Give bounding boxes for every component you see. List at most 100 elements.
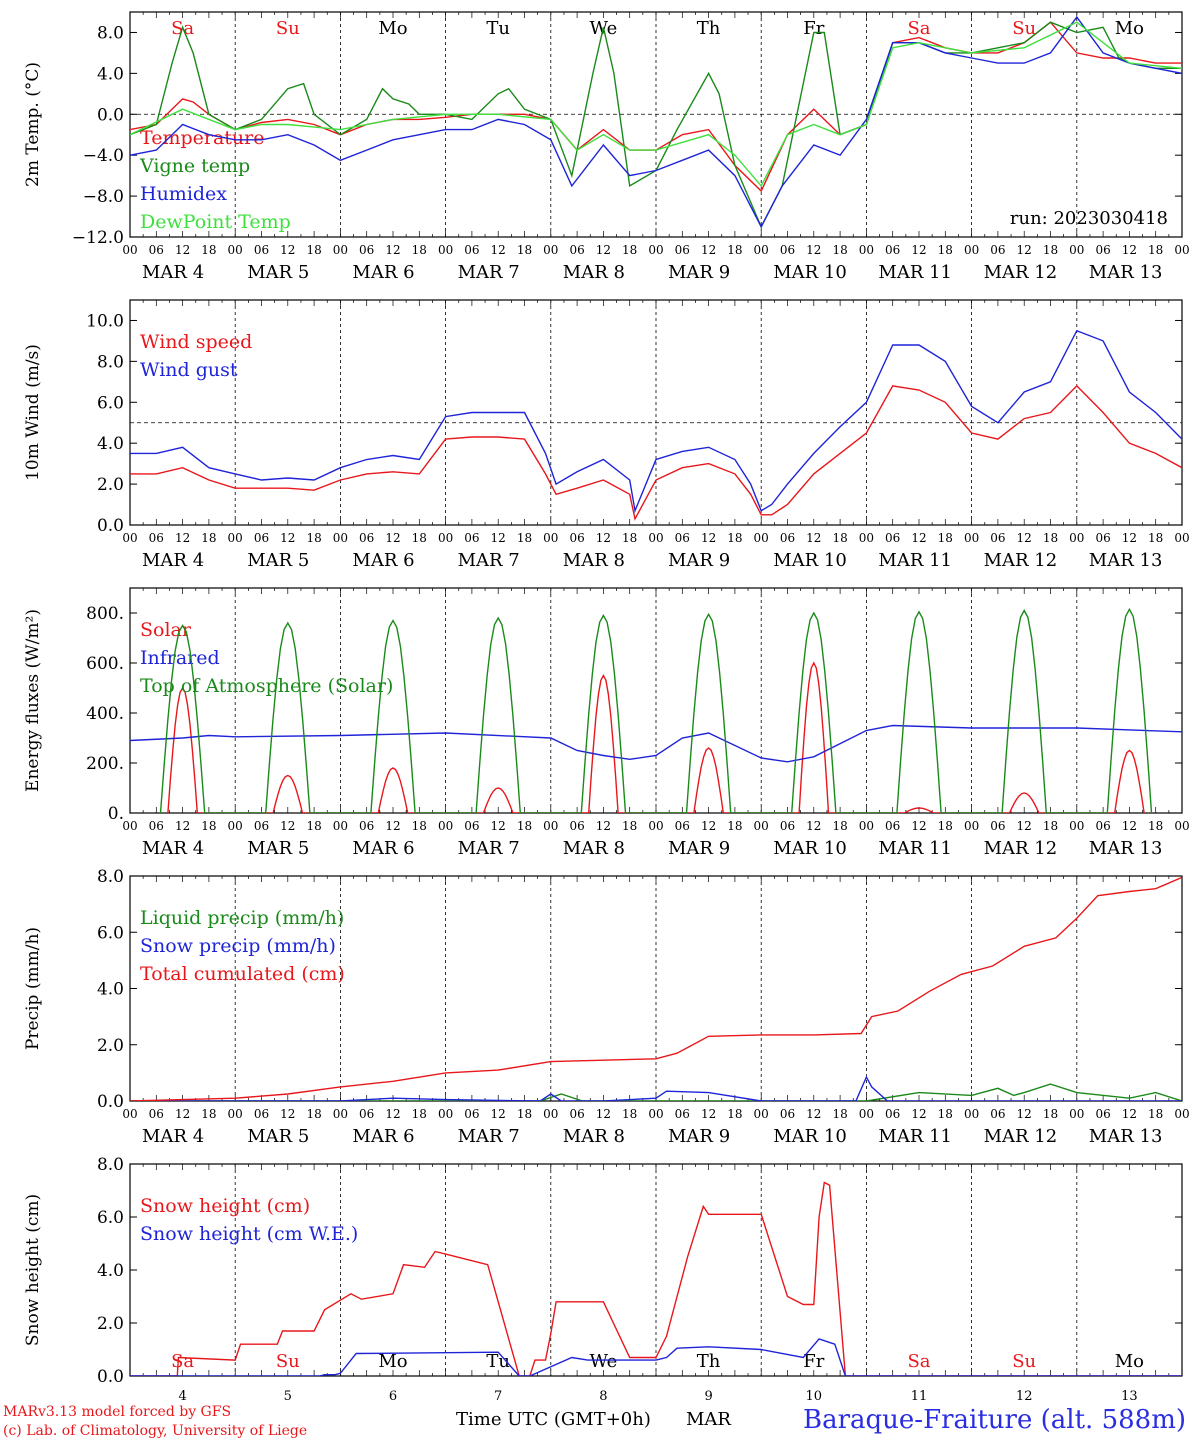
hour-tick-label: 18 bbox=[201, 243, 216, 257]
legend-entry: Top of Atmosphere (Solar) bbox=[140, 675, 393, 697]
run-label: run: 2023030418 bbox=[1010, 208, 1168, 229]
hour-tick-label: 06 bbox=[149, 1107, 164, 1121]
hour-tick-label: 12 bbox=[175, 819, 190, 833]
day-label: MAR 8 bbox=[563, 1126, 625, 1147]
hour-tick-label: 06 bbox=[885, 819, 900, 833]
hour-tick-label: 18 bbox=[622, 531, 637, 545]
series-line-green bbox=[159, 607, 1153, 813]
hour-tick-label: 18 bbox=[832, 819, 847, 833]
hour-tick-label: 12 bbox=[806, 819, 821, 833]
day-label: MAR 8 bbox=[563, 262, 625, 283]
weekday-label: Fr bbox=[803, 18, 824, 39]
hour-tick-label: 12 bbox=[491, 1107, 506, 1121]
day-label: MAR 10 bbox=[773, 262, 847, 283]
hour-tick-label: 18 bbox=[201, 819, 216, 833]
hour-tick-label: 18 bbox=[412, 819, 427, 833]
hour-tick-label: 00 bbox=[648, 531, 663, 545]
hour-tick-label: 06 bbox=[1095, 243, 1110, 257]
hour-tick-label: 18 bbox=[1043, 243, 1058, 257]
day-label: MAR 6 bbox=[352, 838, 414, 859]
hour-tick-label: 12 bbox=[806, 1107, 821, 1121]
day-label: MAR 13 bbox=[1089, 262, 1163, 283]
day-label: MAR 7 bbox=[458, 550, 520, 571]
day-label: MAR 11 bbox=[878, 550, 952, 571]
hour-tick-label: 18 bbox=[1148, 819, 1163, 833]
hour-tick-label: 18 bbox=[727, 243, 742, 257]
series-line-green bbox=[130, 1083, 1182, 1101]
chart-panel-2: 0.0 2.0 4.0 6.0 8.0 10.0 10m Wind (m/s) 00 06 12 1… bbox=[23, 299, 1190, 571]
hour-tick-label: 00 bbox=[754, 531, 769, 545]
hour-tick-label: 00 bbox=[333, 243, 348, 257]
day-label: MAR 5 bbox=[247, 1126, 309, 1147]
hour-tick-label: 00 bbox=[1174, 1107, 1189, 1121]
hour-tick-label: 00 bbox=[228, 243, 243, 257]
hour-tick-label: 06 bbox=[1095, 1107, 1110, 1121]
hour-tick-label: 00 bbox=[1069, 531, 1084, 545]
hour-tick-label: 18 bbox=[832, 1107, 847, 1121]
hour-tick-label: 18 bbox=[622, 1107, 637, 1121]
y-tick-label: 6.0 bbox=[97, 923, 124, 943]
hour-tick-label: 18 bbox=[306, 819, 321, 833]
hour-tick-label: 18 bbox=[622, 243, 637, 257]
hour-tick-label: 12 bbox=[280, 819, 295, 833]
legend-entry: Snow precip (mm/h) bbox=[140, 935, 336, 957]
hour-tick-label: 06 bbox=[464, 1107, 479, 1121]
hour-tick-label: 18 bbox=[1043, 819, 1058, 833]
day-number-label: 6 bbox=[389, 1389, 397, 1404]
day-label: MAR 12 bbox=[984, 1126, 1058, 1147]
hour-tick-label: 12 bbox=[1017, 1107, 1032, 1121]
legend-entry: Humidex bbox=[140, 183, 227, 205]
weekday-label: Th bbox=[697, 18, 721, 39]
day-label: MAR 13 bbox=[1089, 550, 1163, 571]
hour-tick-label: 18 bbox=[938, 243, 953, 257]
legend-entry: Vigne temp bbox=[139, 155, 250, 177]
chart-panel-5: 0.0 2.0 4.0 6.0 8.0 Snow height (cm) 4 5 6 7 8 9 10 1… bbox=[23, 1155, 1183, 1404]
hour-tick-label: 12 bbox=[596, 243, 611, 257]
hour-tick-label: 12 bbox=[491, 819, 506, 833]
hour-tick-label: 12 bbox=[280, 243, 295, 257]
hour-tick-label: 12 bbox=[806, 243, 821, 257]
y-tick-label: 2.0 bbox=[97, 1036, 124, 1056]
hour-tick-label: 18 bbox=[727, 531, 742, 545]
hour-tick-label: 18 bbox=[412, 243, 427, 257]
day-label: MAR 11 bbox=[878, 262, 952, 283]
hour-tick-label: 06 bbox=[359, 243, 374, 257]
day-label: MAR 6 bbox=[352, 550, 414, 571]
hour-tick-label: 00 bbox=[1069, 819, 1084, 833]
hour-tick-label: 06 bbox=[780, 243, 795, 257]
hour-tick-label: 06 bbox=[254, 243, 269, 257]
y-tick-label: 4.0 bbox=[97, 1261, 124, 1281]
y-tick-label: 0.0 bbox=[97, 516, 124, 536]
hour-tick-label: 18 bbox=[201, 1107, 216, 1121]
weekday-label: Su bbox=[1012, 18, 1036, 39]
hour-tick-label: 00 bbox=[543, 1107, 558, 1121]
weekday-label: Tu bbox=[486, 1351, 510, 1372]
hour-tick-label: 00 bbox=[438, 819, 453, 833]
day-number-label: 9 bbox=[704, 1389, 712, 1404]
weekday-label: Sa bbox=[171, 1351, 194, 1372]
day-label: MAR 12 bbox=[984, 838, 1058, 859]
series-line-red bbox=[130, 1181, 1182, 1376]
hour-tick-label: 18 bbox=[412, 531, 427, 545]
y-tick-label: 6.0 bbox=[97, 393, 124, 413]
hour-tick-label: 12 bbox=[385, 243, 400, 257]
hour-tick-label: 12 bbox=[596, 819, 611, 833]
y-tick-label: 2.0 bbox=[97, 1314, 124, 1334]
footer-month-label: MAR bbox=[686, 1409, 731, 1430]
hour-tick-label: 06 bbox=[885, 531, 900, 545]
hour-tick-label: 12 bbox=[175, 243, 190, 257]
hour-tick-label: 18 bbox=[1148, 1107, 1163, 1121]
hour-tick-label: 06 bbox=[464, 531, 479, 545]
hour-tick-label: 06 bbox=[359, 819, 374, 833]
hour-tick-label: 06 bbox=[780, 819, 795, 833]
hour-tick-label: 00 bbox=[438, 1107, 453, 1121]
hour-tick-label: 12 bbox=[1017, 531, 1032, 545]
hour-tick-label: 06 bbox=[254, 1107, 269, 1121]
hour-tick-label: 00 bbox=[1174, 243, 1189, 257]
y-tick-label: 0.0 bbox=[97, 105, 124, 125]
y-tick-label: 6.0 bbox=[97, 1208, 124, 1228]
day-label: MAR 6 bbox=[352, 262, 414, 283]
hour-tick-label: 12 bbox=[911, 1107, 926, 1121]
hour-tick-label: 18 bbox=[517, 1107, 532, 1121]
hour-tick-label: 06 bbox=[569, 243, 584, 257]
